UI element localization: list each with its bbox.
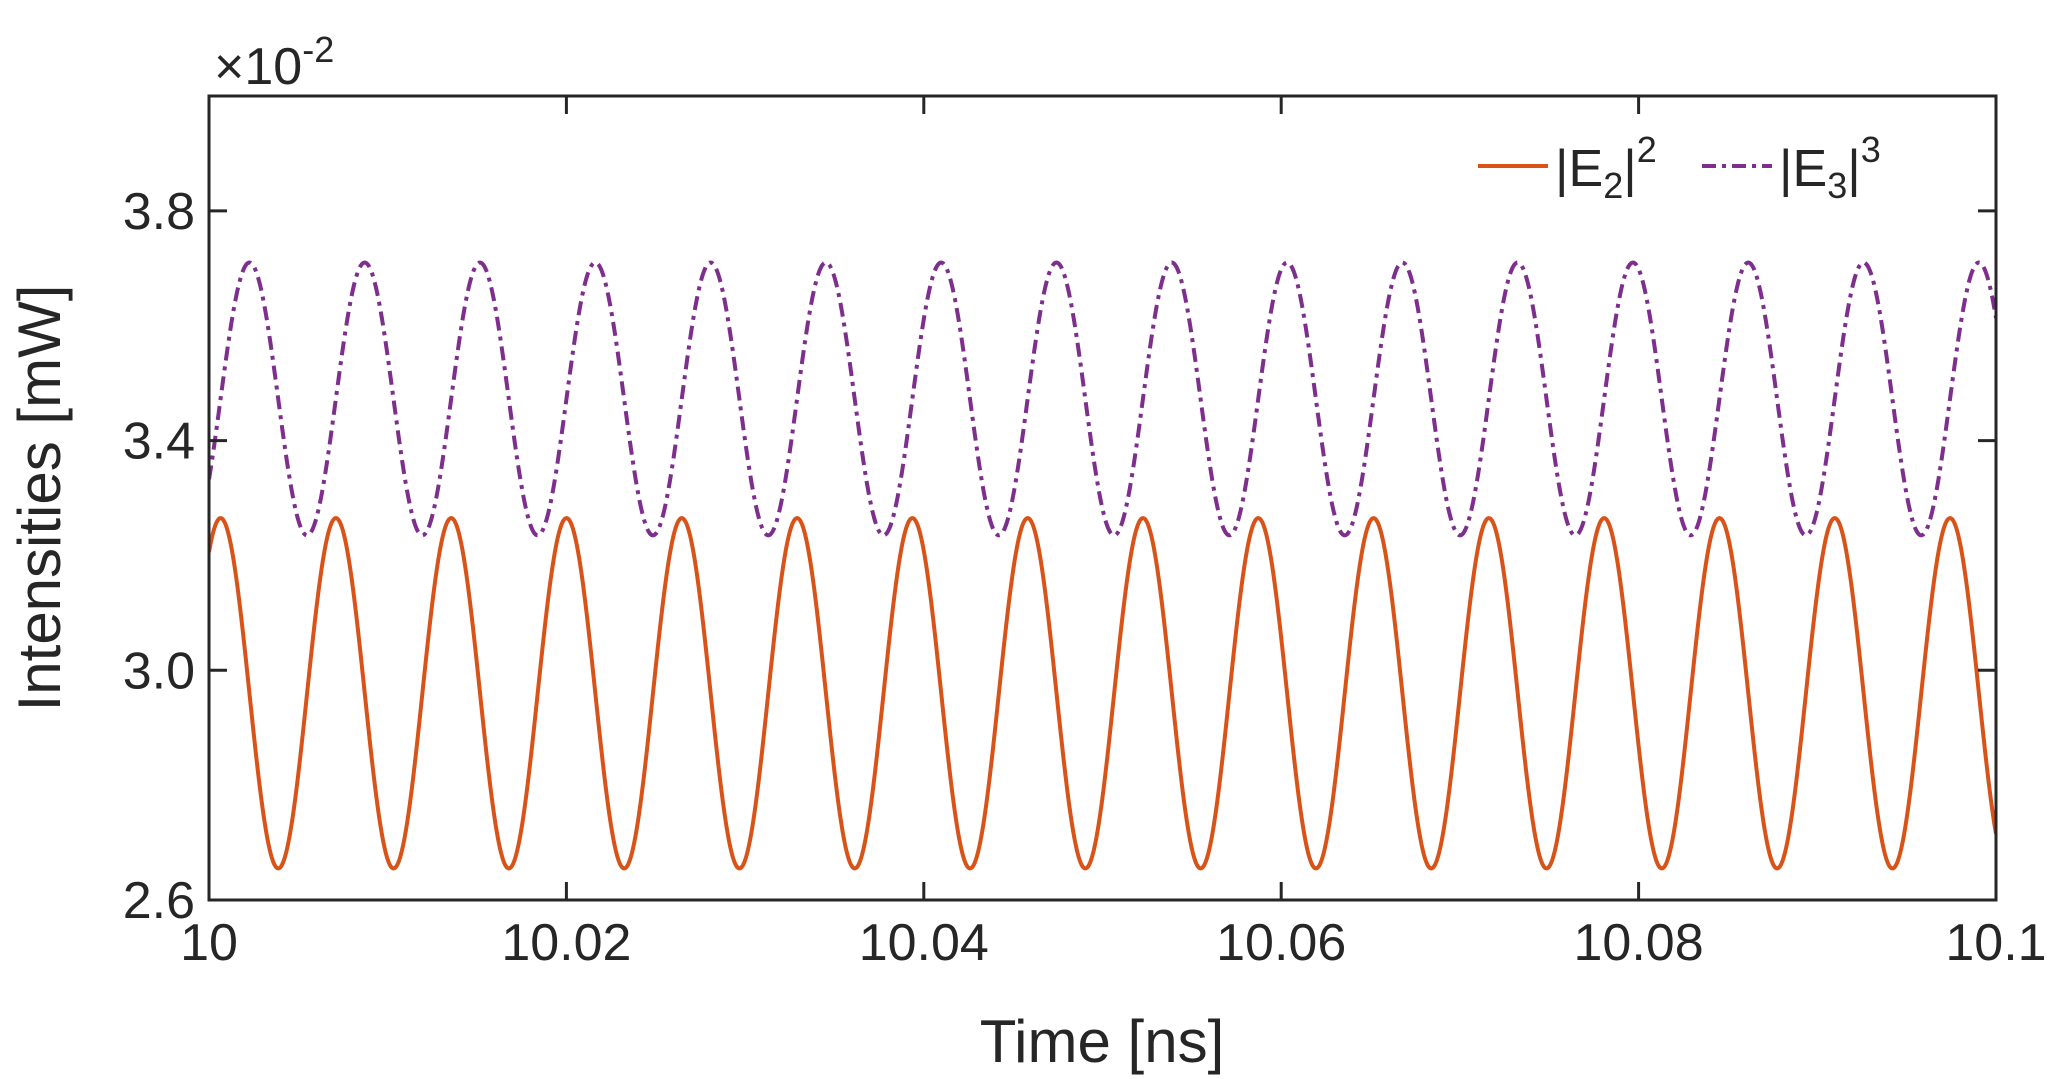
x-tick-label: 10.04: [859, 914, 989, 972]
y-tick-label: 3.8: [123, 183, 195, 241]
legend-label-e3: |E3|3: [1779, 129, 1881, 206]
y-tick-label: 3.0: [123, 642, 195, 700]
x-tick-label: 10.08: [1574, 914, 1704, 972]
y-ticks: 2.6 3.0 3.4 3.8: [123, 183, 1996, 930]
series-line-e3: [209, 260, 1996, 538]
x-ticks: 10 10.02 10.04 10.06 10.08 10.1: [180, 96, 2047, 972]
plot-area: [209, 96, 1996, 900]
y-exponent-power: -2: [302, 29, 334, 70]
legend-label-e2: |E2|2: [1555, 129, 1657, 206]
legend: |E2|2 |E3|3: [1478, 129, 1881, 206]
x-tick-label: 10.06: [1216, 914, 1346, 972]
y-exponent-label: ×10-2: [214, 29, 334, 96]
x-tick-label: 10: [180, 914, 238, 972]
series-line-e2: [209, 516, 1996, 871]
axes-box: [207, 94, 1998, 902]
x-tick-label: 10.1: [1945, 914, 2046, 972]
y-tick-label: 2.6: [123, 872, 195, 930]
x-tick-label: 10.02: [501, 914, 631, 972]
y-axis-title: Intensities [mW]: [6, 285, 73, 712]
y-tick-label: 3.4: [123, 413, 195, 471]
series-layer: [209, 260, 1996, 871]
x-axis-title: Time [ns]: [980, 1008, 1224, 1075]
